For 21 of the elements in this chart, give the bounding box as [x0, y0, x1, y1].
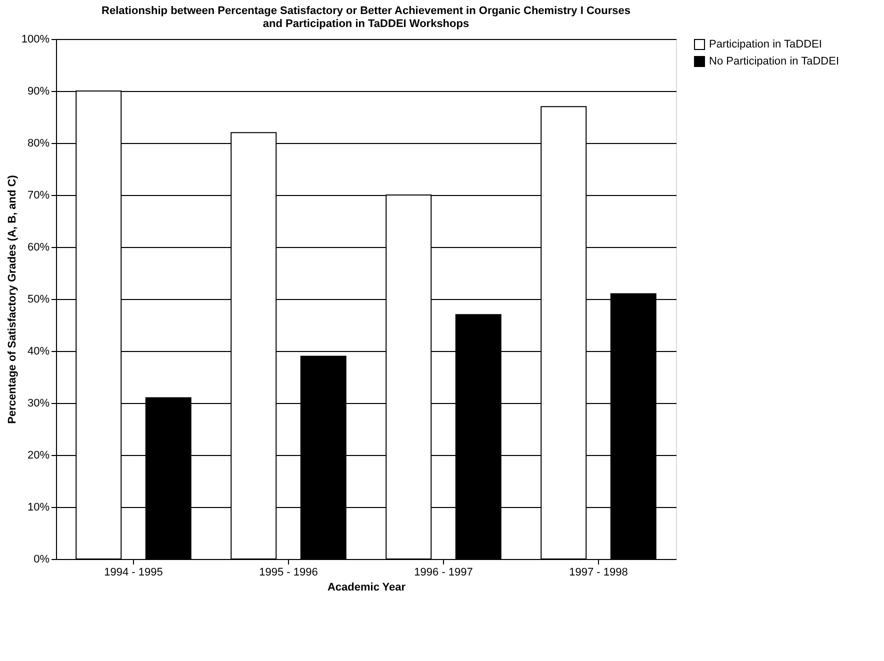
y-tick-label: 60%	[27, 242, 50, 254]
y-tick-label: 30%	[27, 398, 50, 410]
x-tick-label: 1996 - 1997	[414, 566, 473, 578]
legend-label: Participation in TaDDEI	[709, 38, 822, 50]
text: and Participation in TaDDEI Workshops	[262, 18, 470, 30]
x-axis-title: Academic Year	[327, 582, 406, 594]
x-tick-label: 1994 - 1995	[104, 566, 163, 578]
y-tick-label: 100%	[21, 34, 50, 46]
y-axis-title: Percentage of Satisfactory Grades (A, B, and C)	[6, 174, 18, 424]
x-tick-label: 1995 - 1996	[259, 566, 318, 578]
y-tick-label: 70%	[27, 190, 50, 202]
y-tick-label: 10%	[27, 502, 50, 514]
y-tick-label: 20%	[27, 450, 50, 462]
y-tick-label: 80%	[27, 138, 50, 150]
y-tick-label: 90%	[27, 86, 50, 98]
y-tick-label: 50%	[27, 294, 50, 306]
text: Relationship between Percentage Satisfactory or Better Achievement in Organic Chemistry I Courses	[102, 5, 630, 17]
legend-label: No Participation in TaDDEI	[709, 56, 840, 68]
x-tick-label: 1997 - 1998	[569, 566, 628, 578]
y-tick-label: 0%	[34, 554, 50, 566]
y-tick-label: 40%	[27, 346, 50, 358]
